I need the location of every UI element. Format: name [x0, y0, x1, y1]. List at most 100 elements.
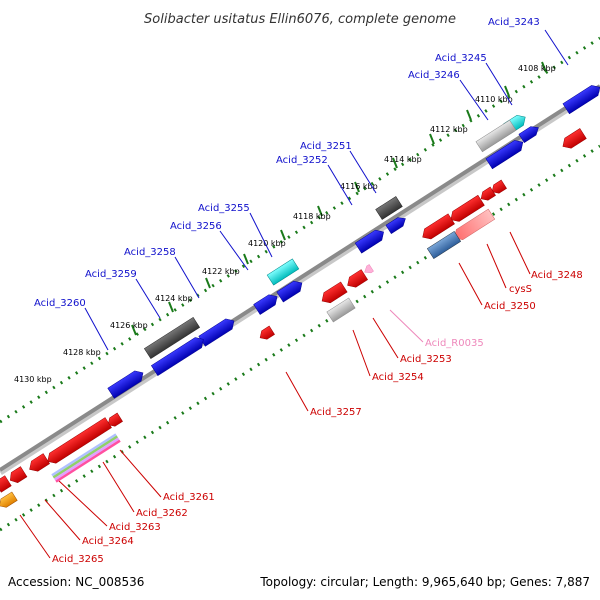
gene-label[interactable]: Acid_3245 [435, 53, 487, 64]
leader-line [84, 307, 109, 351]
tick-labels: 4108 kbp 4110 kbp 4112 kbp 4114 kbp 4116 kbp… [14, 64, 556, 384]
gene-acid-3253b[interactable] [319, 281, 348, 306]
tick-label: 4128 kbp [63, 348, 101, 357]
gene-cysS[interactable] [451, 208, 496, 243]
gene-acid-3265b[interactable] [0, 475, 12, 493]
gene-acid-3263[interactable] [51, 433, 121, 483]
gene-acid-3260[interactable] [107, 368, 146, 399]
leader-line [327, 164, 353, 206]
gene-label[interactable]: Acid_3263 [109, 522, 161, 533]
leader-line [485, 62, 513, 106]
gene-acid-3258[interactable] [198, 316, 237, 347]
leader-line [57, 479, 108, 527]
gene-acid-3255[interactable] [266, 258, 300, 286]
leader-line [352, 329, 371, 377]
tick-label: 4108 kbp [518, 64, 556, 73]
leader-line [389, 309, 424, 343]
gene-label[interactable]: Acid_3255 [198, 203, 250, 214]
gene-label[interactable]: Acid_R0035 [425, 338, 484, 349]
label-leaders [19, 29, 569, 559]
leader-line [102, 461, 135, 513]
leader-line [509, 231, 531, 275]
gene-label[interactable]: Acid_3252 [276, 155, 328, 166]
gene-acid-3256[interactable] [253, 291, 281, 315]
gene-acid-3259[interactable] [143, 316, 201, 360]
gene-acid-3252[interactable] [354, 227, 387, 254]
gene-acid-3257[interactable] [257, 325, 275, 342]
major-tick [541, 61, 547, 73]
tick-label: 4112 kbp [430, 125, 468, 134]
gene-label[interactable]: Acid_3258 [124, 247, 176, 258]
gene-acid-3243[interactable] [562, 82, 600, 115]
gene-label[interactable]: Acid_3250 [484, 301, 536, 312]
accession-label: Accession: NC_008536 [8, 575, 144, 589]
major-tick [504, 85, 510, 97]
gene-label[interactable]: cysS [509, 284, 532, 295]
gene-acid-3250a[interactable] [419, 213, 455, 242]
gene-label[interactable]: Acid_3256 [170, 221, 222, 232]
leader-line [459, 79, 489, 121]
gene-label[interactable]: Acid_3251 [300, 141, 352, 152]
gene-acid-3255b[interactable] [276, 278, 305, 303]
tick-label: 4130 kbp [14, 375, 52, 384]
major-tick [392, 157, 398, 169]
gene-acid-3264b[interactable] [7, 466, 28, 486]
forward-strand-features [107, 82, 600, 399]
leader-line [544, 29, 569, 66]
gene-acid-3246[interactable] [475, 119, 517, 153]
gene-acid-3250[interactable] [426, 230, 462, 260]
gene-acid-3253[interactable] [344, 269, 369, 291]
gene-label[interactable]: Acid_3254 [372, 372, 424, 383]
leader-line [174, 256, 200, 299]
leader-line [44, 499, 81, 541]
gene-label[interactable]: Acid_3246 [408, 70, 460, 81]
gene-label[interactable]: Acid_3243 [488, 17, 540, 28]
leader-line [249, 212, 273, 258]
leader-line [135, 278, 161, 319]
major-tick [168, 301, 174, 313]
map-title: Solibacter usitatus Ellin6076, complete … [144, 12, 456, 27]
gene-acid-3248[interactable] [489, 179, 507, 196]
gene-label[interactable]: Acid_3260 [34, 298, 86, 309]
leader-line [458, 262, 483, 306]
gene-label[interactable]: Acid_3261 [163, 492, 215, 503]
gene-acid-3251[interactable] [375, 196, 403, 220]
tick-label: 4114 kbp [384, 155, 422, 164]
gene-label[interactable]: Acid_3264 [82, 536, 134, 547]
leader-line [219, 230, 249, 271]
gene-acid-3249[interactable] [448, 194, 485, 225]
tick-label: 4116 kbp [340, 182, 378, 191]
gene-acid-3251b[interactable] [385, 214, 408, 234]
gene-acid-3245b[interactable] [518, 123, 541, 143]
gene-label[interactable]: Acid_3259 [85, 269, 137, 280]
leader-line [486, 243, 507, 289]
outer-tick-track [0, 36, 600, 424]
gene-acid-3247[interactable] [560, 128, 587, 151]
gene-acid-3259b[interactable] [150, 334, 206, 377]
major-tick [205, 277, 211, 289]
gene-acid-r0035[interactable] [362, 264, 374, 275]
gene-label[interactable]: Acid_3253 [400, 354, 452, 365]
gene-label[interactable]: Acid_3265 [52, 554, 104, 565]
gene-acid-3248b[interactable] [478, 186, 496, 203]
gene-acid-3246b[interactable] [485, 137, 526, 170]
major-tick [243, 253, 249, 265]
tick-label: 4124 kbp [155, 294, 193, 303]
leader-line [19, 514, 51, 559]
tick-label: 4122 kbp [202, 267, 240, 276]
gene-acid-3264[interactable] [26, 453, 51, 475]
tick-label: 4126 kbp [110, 321, 148, 330]
gene-acid-3262[interactable] [44, 417, 112, 467]
gene-acid-3261[interactable] [105, 412, 123, 429]
gene-label[interactable]: Acid_3257 [310, 407, 362, 418]
major-tick [354, 181, 360, 193]
leader-line [349, 150, 377, 194]
major-ticks [131, 61, 547, 336]
leader-line [119, 449, 162, 498]
gene-acid-3254[interactable] [326, 297, 356, 323]
gene-label[interactable]: Acid_3262 [136, 508, 188, 519]
gene-acid-3265[interactable] [0, 491, 18, 510]
gene-label[interactable]: Acid_3248 [531, 270, 583, 281]
major-tick [131, 324, 137, 336]
